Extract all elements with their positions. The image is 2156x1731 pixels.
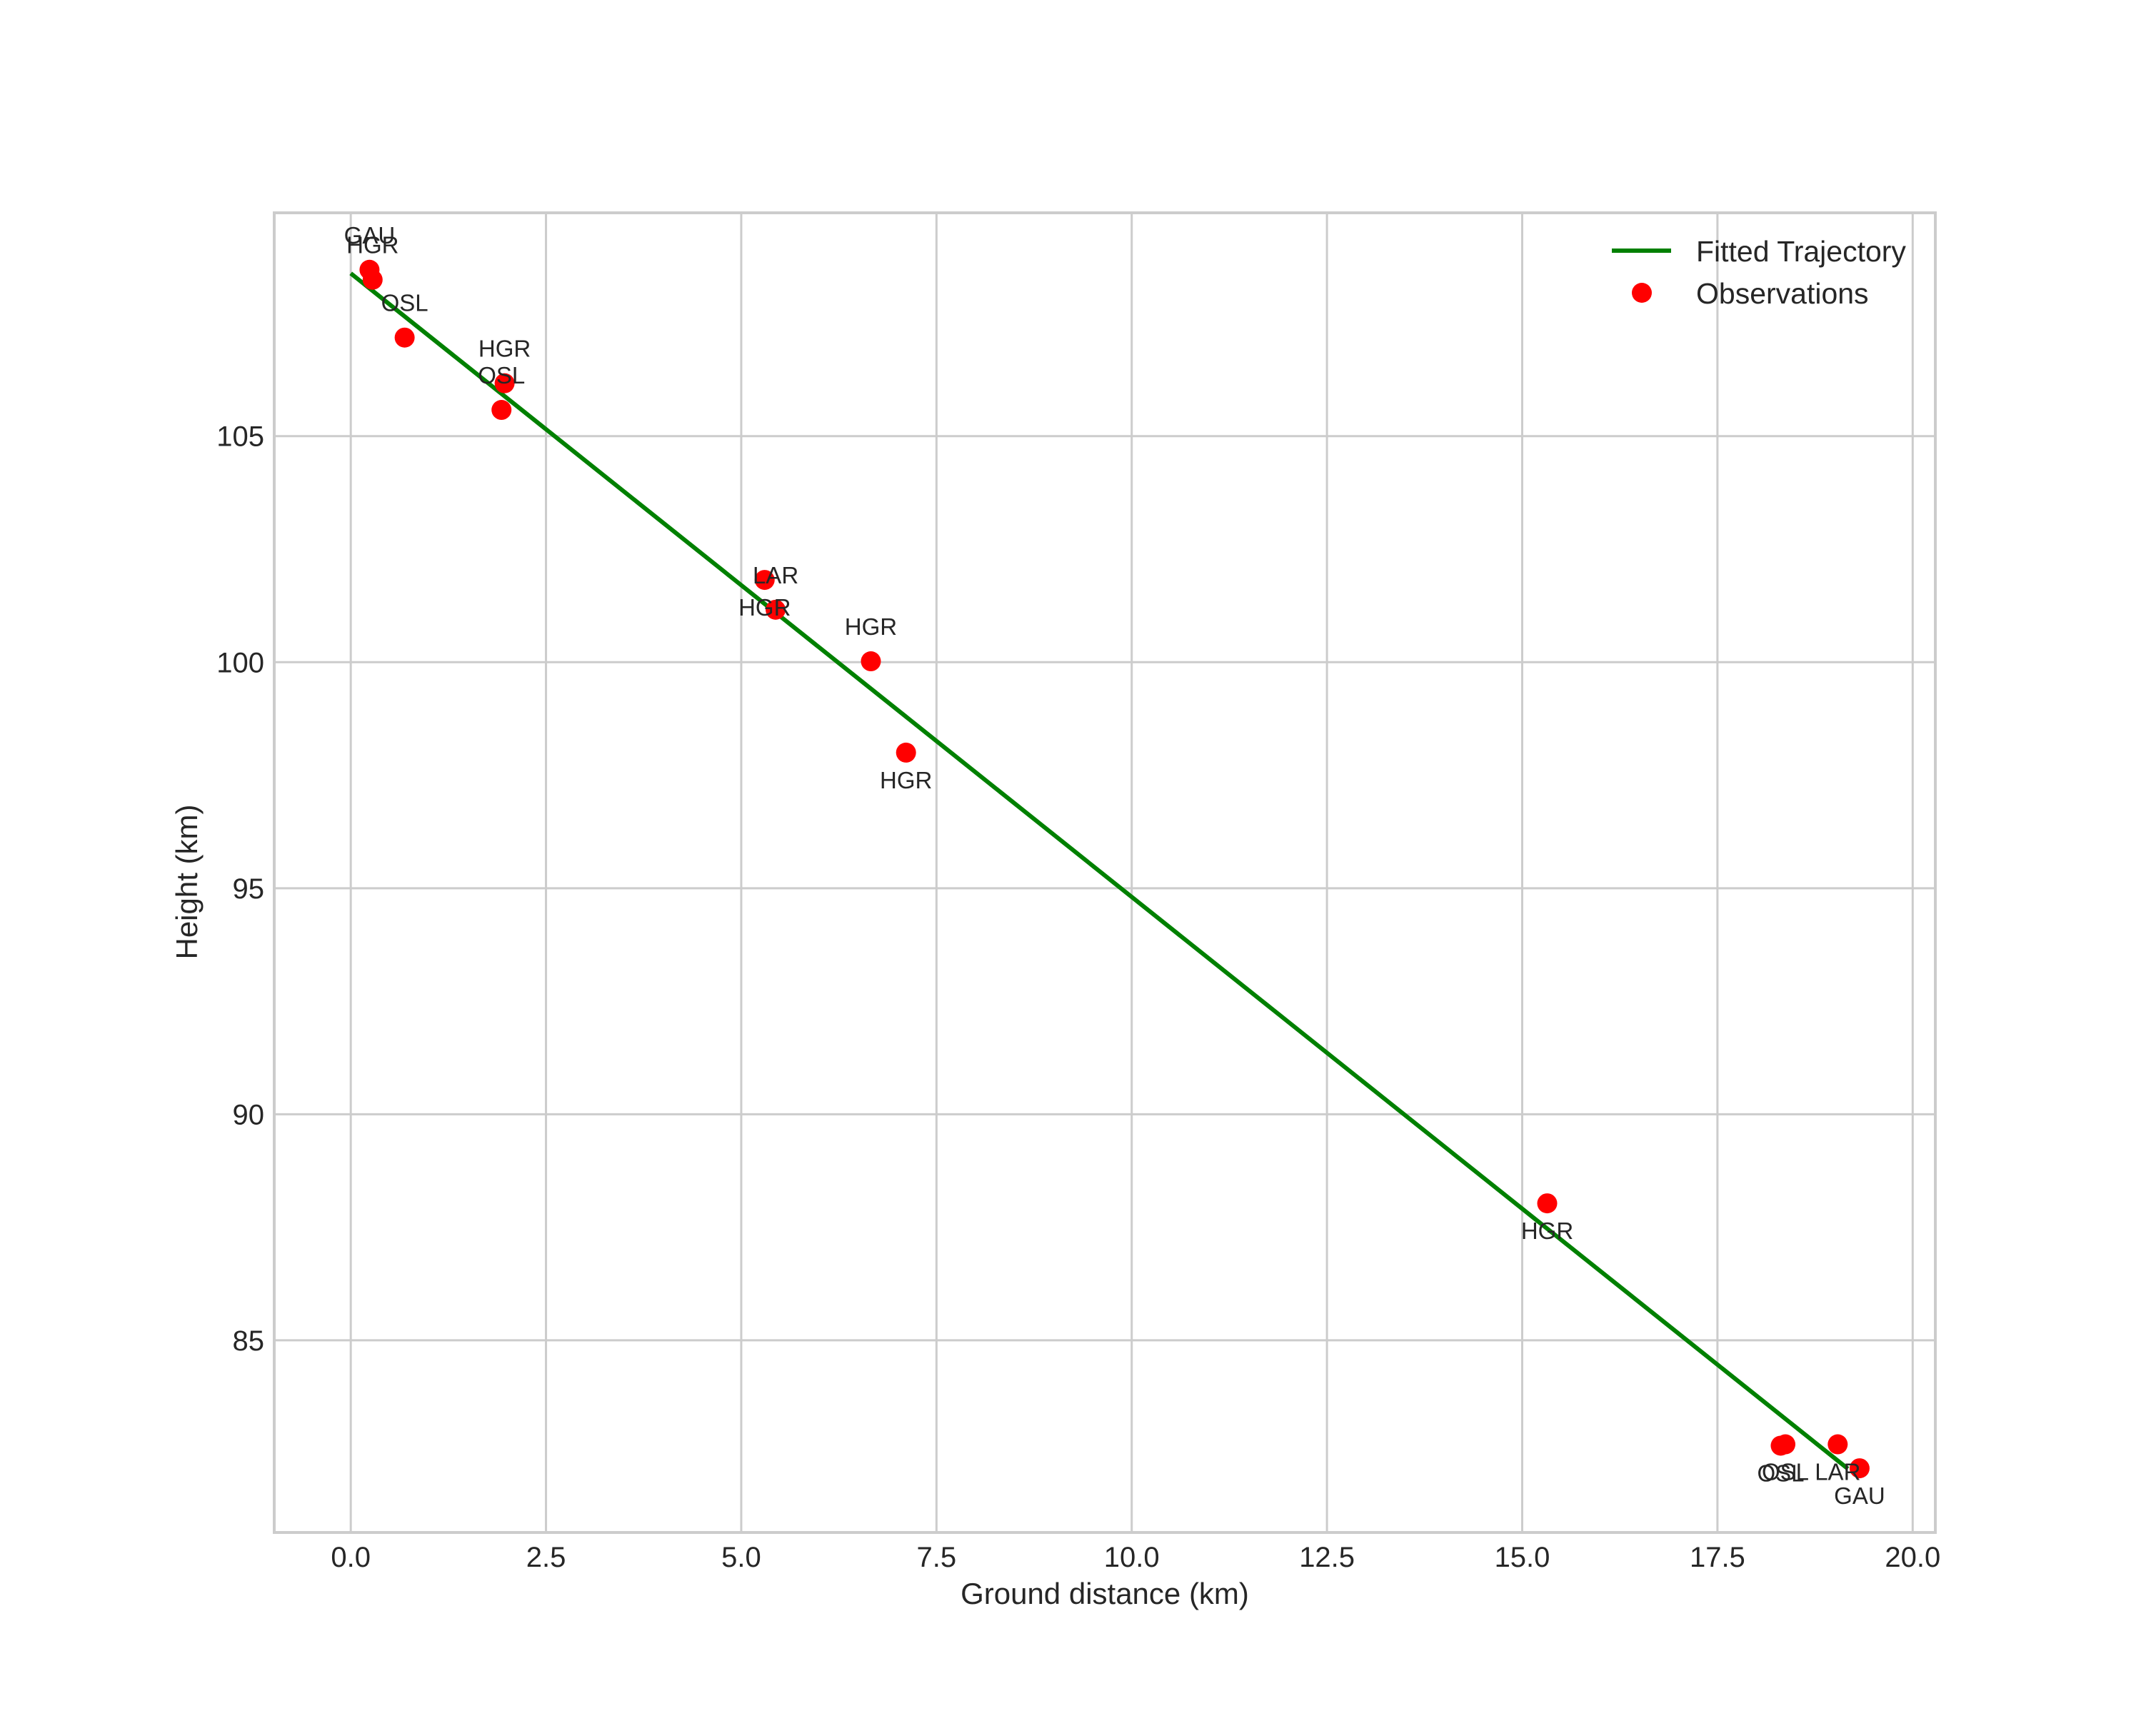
station-label: OSL [381,290,428,316]
station-label: LAR [1815,1459,1860,1485]
observation-point [766,599,786,620]
station-label: HGR [738,594,791,621]
station-label: OSL [1757,1460,1804,1486]
y-axis-label: Height (km) [170,804,204,959]
observation-point [1849,1458,1870,1479]
observation-point [861,651,881,672]
observation-point [491,400,512,421]
observation-point [394,327,415,348]
y-axis-ticks: 85 90 95 100 105 [216,421,264,1357]
station-label: LAR [753,562,798,588]
observation-point [896,742,916,763]
station-label: OSL [1762,1459,1809,1485]
observation-point [1827,1434,1848,1455]
x-tick-label: 20.0 [1885,1542,1940,1573]
axes-frame [273,211,1937,1534]
x-axis-label: Ground distance (km) [961,1577,1249,1610]
grid-lines [274,213,1935,1532]
station-label: HGR [478,336,531,362]
station-label: GAU [344,222,396,249]
y-tick-label: 100 [216,647,264,678]
x-tick-label: 5.0 [721,1542,761,1573]
station-label: HGR [346,232,398,259]
station-label: HGR [1521,1218,1573,1244]
x-tick-label: 15.0 [1495,1542,1550,1573]
observation-point [362,269,383,290]
y-tick-label: 105 [216,421,264,453]
station-label: HGR [880,767,932,793]
x-tick-label: 17.5 [1690,1542,1745,1573]
legend-label-observations: Observations [1696,277,1869,310]
y-tick-label: 95 [233,873,265,905]
x-tick-label: 0.0 [331,1542,371,1573]
fitted-trajectory-polyline [349,271,1850,1471]
y-tick-label: 90 [233,1099,265,1130]
observation-point [494,373,515,393]
observation-point [754,570,775,591]
station-label: OSL [478,362,525,388]
legend-dot-icon [1632,283,1652,303]
x-tick-label: 12.5 [1299,1542,1355,1573]
observation-points [359,259,1870,1479]
legend: Fitted Trajectory Observations [1612,235,1906,310]
x-tick-label: 10.0 [1104,1542,1160,1573]
station-label: GAU [1834,1482,1885,1509]
observation-point [1537,1193,1558,1214]
x-axis-ticks: 0.0 2.5 5.0 7.5 10.0 12.5 15.0 17.5 20.0 [331,1542,1940,1573]
x-tick-label: 2.5 [526,1542,566,1573]
y-tick-label: 85 [233,1325,265,1357]
observation-point [1775,1434,1796,1455]
station-label: HGR [845,613,897,640]
x-tick-label: 7.5 [917,1542,957,1573]
legend-label-fitted-trajectory: Fitted Trajectory [1696,235,1906,268]
fitted-trajectory-line [349,271,1850,1471]
